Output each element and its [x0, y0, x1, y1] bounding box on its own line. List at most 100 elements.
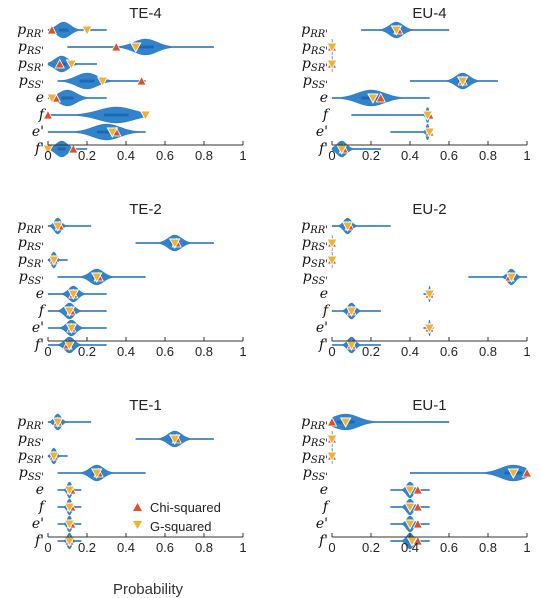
- row-label-eu-4-f: f: [322, 107, 331, 123]
- x-tick-label-eu-1-2: 0.4: [401, 540, 419, 555]
- row-label-te-4-f: f: [38, 107, 47, 123]
- x-tick-label-te-4-2: 0.4: [117, 148, 135, 163]
- violin-eu-4-f: [351, 107, 430, 123]
- chi-marker-te-4-f-prime: [68, 143, 79, 154]
- row-label-te-4-f-prime: f': [34, 141, 44, 157]
- row-label-eu-4-p-rr-prime: pRR': [301, 22, 328, 40]
- chi-marker-te-4-p-ss-prime: [136, 75, 147, 86]
- row-label-eu-1-e: e: [320, 482, 328, 498]
- x-tick-label-te-4-0: 0: [44, 148, 51, 163]
- x-tick-label-eu-4-0: 0: [328, 148, 335, 163]
- x-tick-label-te-2-3: 0.6: [156, 344, 174, 359]
- violin-te-4-f: [47, 106, 146, 124]
- legend-chi-squared-marker: [133, 503, 142, 511]
- row-label-eu-4-f-prime: f': [318, 141, 328, 157]
- x-tick-label-te-4-1: 0.2: [78, 148, 96, 163]
- g-marker-eu-2-p-ss-prime: [505, 272, 518, 283]
- row-label-eu-2-p-rs-prime: pRS': [302, 235, 328, 253]
- g-marker-te-2-p-rr-prime: [51, 221, 64, 232]
- g-marker-te-4-p-rr-prime: [81, 25, 93, 36]
- violin-te-2-f: [47, 302, 107, 320]
- violin-core-te-4-f: [103, 113, 129, 117]
- panel-title-eu-4: EU-4: [412, 5, 446, 22]
- row-label-eu-4-e: e: [320, 90, 328, 106]
- g-marker-te-2-e: [67, 289, 80, 300]
- g-marker-te-1-p-sr-prime: [48, 451, 60, 462]
- chi-marker-te-4-p-sr-prime: [54, 58, 65, 69]
- row-label-eu-2-f-prime: f': [318, 337, 328, 353]
- row-label-te-1-f: f: [38, 499, 47, 515]
- violin-core-te-4-f-prime: [57, 147, 66, 151]
- row-label-eu-1-p-ss-prime: pSS': [303, 465, 328, 483]
- violin-te-2-f-prime: [47, 336, 107, 354]
- x-tick-label-eu-2-1: 0.2: [362, 344, 380, 359]
- g-marker-eu-1-e-prime: [404, 519, 416, 530]
- violin-core-te-4-p-rr-prime: [58, 28, 69, 32]
- markers-layer: [42, 24, 533, 547]
- row-label-te-4-p-rr-prime: pRR': [17, 22, 44, 40]
- chi-marker-eu-1-p-rr-prime: [326, 416, 338, 427]
- violin-eu-4-p-rr-prime: [361, 21, 450, 39]
- legend-chi-squared-label: Chi-squared: [150, 500, 221, 515]
- row-label-te-4-p-ss-prime: pSS': [19, 73, 44, 91]
- violin-te-2-p-ss-prime: [57, 268, 146, 286]
- g-marker-eu-4-p-rr-prime: [390, 25, 403, 36]
- violin-te-2-p-rr-prime: [47, 217, 92, 235]
- x-tick-label-eu-4-1: 0.2: [362, 148, 380, 163]
- violin-eu-4-p-ss-prime: [409, 72, 498, 90]
- chi-marker-eu-4-e: [375, 92, 386, 103]
- g-marker-te-2-p-rs-prime: [168, 238, 181, 249]
- g-marker-te-1-p-rs-prime: [168, 434, 181, 445]
- panel-title-eu-2: EU-2: [412, 201, 446, 218]
- row-label-te-4-p-sr-prime: pSR': [18, 56, 44, 74]
- g-marker-te-4-p-sr-prime: [65, 59, 78, 70]
- row-label-te-4-p-rs-prime: pRS': [18, 39, 44, 57]
- chi-marker-te-4-p-rs-prime: [111, 41, 122, 52]
- x-tick-label-te-1-5: 1: [239, 540, 246, 555]
- panel-title-te-1: TE-1: [129, 397, 162, 414]
- x-tick-label-eu-2-3: 0.6: [440, 344, 458, 359]
- g-marker-eu-1-f: [404, 502, 416, 513]
- chi-marker-eu-1-p-ss-prime: [521, 467, 533, 478]
- x-tick-label-te-2-5: 1: [239, 344, 246, 359]
- violin-te-4-e-prime: [47, 123, 146, 141]
- x-tick-label-eu-2-5: 1: [523, 344, 530, 359]
- violin-core-te-4-p-rs-prime: [137, 45, 154, 49]
- violin-eu-4-e-prime: [390, 123, 430, 141]
- x-tick-label-eu-2-0: 0: [328, 344, 335, 359]
- violin-te-2-e-prime: [47, 319, 107, 337]
- row-label-te-1-p-rr-prime: pRR': [17, 414, 44, 432]
- row-label-eu-4-p-rs-prime: pRS': [302, 39, 328, 57]
- x-tick-label-te-1-0: 0: [44, 540, 51, 555]
- g-marker-eu-1-p-rr-prime: [339, 417, 352, 428]
- x-tick-label-eu-4-3: 0.6: [440, 148, 458, 163]
- g-marker-eu-4-p-ss-prime: [456, 76, 469, 87]
- g-marker-te-4-e: [46, 93, 58, 104]
- g-marker-eu-4-f: [421, 110, 434, 121]
- row-label-te-4-e-prime: e': [32, 124, 44, 140]
- row-label-te-1-e-prime: e': [32, 516, 44, 532]
- x-tick-label-eu-1-1: 0.2: [362, 540, 380, 555]
- g-marker-eu-4-e-prime: [423, 127, 436, 138]
- violin-te-4-p-rr-prime: [47, 21, 107, 39]
- g-marker-eu-4-e: [367, 93, 379, 104]
- row-label-eu-4-p-sr-prime: pSR': [302, 56, 328, 74]
- x-tick-label-te-1-1: 0.2: [78, 540, 96, 555]
- row-label-eu-4-e-prime: e': [316, 124, 328, 140]
- g-marker-te-1-e: [63, 485, 76, 496]
- row-label-eu-1-p-sr-prime: pSR': [302, 448, 328, 466]
- g-marker-te-1-p-ss-prime: [90, 468, 103, 479]
- row-label-eu-2-f: f: [322, 303, 331, 319]
- legend-g-squared-marker: [133, 521, 142, 529]
- g-marker-eu-1-p-rs-prime: [326, 434, 338, 445]
- row-label-te-2-f-prime: f': [34, 337, 44, 353]
- x-tick-label-te-4-5: 1: [239, 148, 246, 163]
- x-axis-title: Probability: [113, 581, 184, 598]
- x-tick-label-te-1-3: 0.6: [156, 540, 174, 555]
- violin-core-te-4-p-ss-prime: [79, 79, 95, 83]
- row-label-eu-2-p-rr-prime: pRR': [301, 218, 328, 236]
- x-tick-label-te-4-3: 0.6: [156, 148, 174, 163]
- row-label-te-1-f-prime: f': [34, 533, 44, 549]
- x-tick-label-eu-1-5: 1: [523, 540, 530, 555]
